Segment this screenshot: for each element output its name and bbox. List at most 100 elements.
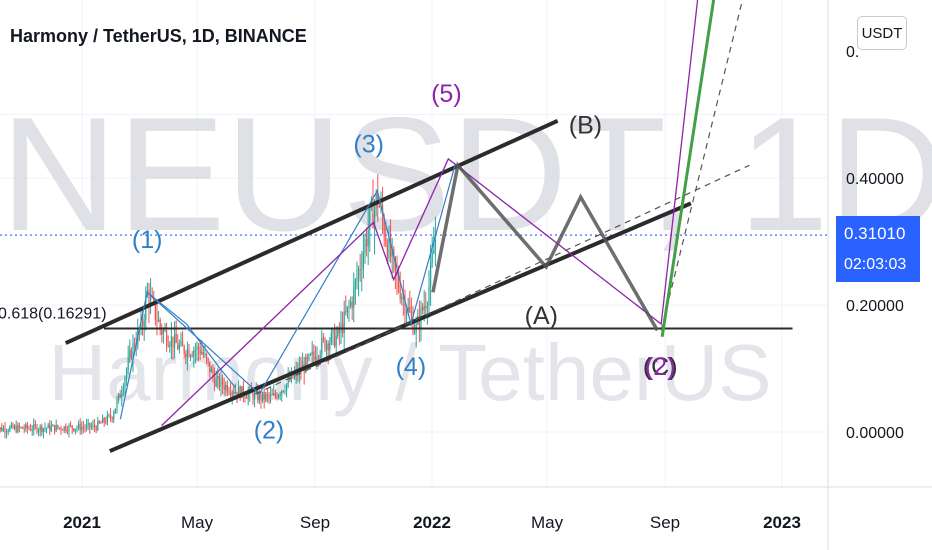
candle-body: [52, 425, 54, 427]
projection-dashed-1: [255, 164, 750, 395]
candle-body: [18, 425, 20, 428]
candle-body: [421, 307, 424, 311]
y-tick-label: 0.40000: [846, 171, 904, 188]
candle-body: [425, 306, 427, 309]
candle-body: [279, 394, 281, 396]
candle-body: [196, 346, 198, 351]
candle-body: [177, 342, 179, 350]
candle-body: [359, 269, 361, 271]
candle-body: [226, 384, 228, 393]
candle-body: [399, 288, 401, 300]
candle-body: [234, 392, 236, 394]
candle-body: [191, 355, 193, 357]
candle-body: [201, 352, 203, 354]
candle-body: [141, 318, 144, 327]
candle-body: [127, 357, 129, 370]
candle-body: [287, 377, 289, 384]
wave-purple-lines: [161, 0, 699, 427]
candle-body: [205, 353, 208, 359]
candle-body: [61, 429, 64, 431]
candle-body: [39, 426, 41, 431]
candle-body: [317, 357, 320, 359]
candle-body: [197, 346, 200, 351]
candle-body: [391, 248, 393, 257]
candle-body: [4, 428, 6, 433]
candle-body: [183, 346, 185, 354]
candle-body: [15, 426, 17, 432]
candle-body: [194, 350, 196, 352]
y-tick-label: 0.20000: [846, 298, 904, 315]
candle-body: [337, 328, 339, 337]
candle-body: [405, 311, 408, 314]
candle-body: [13, 426, 16, 429]
candle-body: [116, 399, 118, 409]
candle-body: [76, 427, 78, 429]
candle-body: [173, 333, 176, 348]
candle-body: [364, 239, 366, 254]
candle-body: [207, 358, 209, 362]
candle-body: [252, 392, 254, 400]
candle-body: [111, 417, 113, 419]
candle-body: [329, 343, 331, 351]
candle-body: [25, 424, 27, 429]
candle-body: [269, 394, 272, 397]
candle-body: [154, 301, 156, 320]
candle-body: [284, 390, 286, 392]
candle-body: [21, 427, 24, 429]
candle-body: [23, 428, 25, 430]
currency-button[interactable]: USDT: [857, 16, 907, 50]
candle-body: [169, 345, 171, 347]
chart-title: Harmony / TetherUS, 1D, BINANCE: [10, 26, 307, 46]
candle-body: [397, 276, 400, 289]
candle-body: [210, 369, 212, 373]
candle-body: [369, 207, 371, 230]
candle-body: [29, 428, 32, 431]
candle-body: [385, 237, 387, 244]
candle-body: [332, 330, 334, 333]
candle-body: [60, 427, 62, 430]
candle-body: [402, 297, 404, 299]
candle-body: [361, 268, 363, 271]
wave-label: (1): [132, 226, 163, 254]
candle-body: [378, 206, 380, 208]
candle-body: [311, 351, 313, 355]
candle-body: [372, 200, 374, 229]
candle-body: [412, 316, 414, 333]
candle-body: [314, 355, 316, 361]
bar-countdown: 02:03:03: [844, 256, 907, 273]
candle-body: [276, 395, 278, 399]
candle-body: [308, 354, 310, 359]
chart-grid: [0, 0, 828, 487]
candle-body: [388, 236, 390, 258]
candle-body: [434, 239, 436, 251]
candle-body: [239, 386, 241, 398]
candle-body: [105, 422, 107, 424]
candle-body: [121, 393, 123, 398]
candle-body: [100, 422, 102, 424]
candle-body: [17, 425, 19, 432]
candle-body: [202, 352, 204, 355]
wave-label: (A): [525, 302, 558, 330]
candle-body: [125, 369, 128, 379]
candle-body: [289, 377, 291, 381]
y-tick-label-partial: 0.: [846, 44, 859, 61]
candle-body: [348, 305, 350, 307]
x-tick-label: 2022: [413, 513, 451, 532]
candle-body: [335, 336, 337, 347]
watermark-name: Harmony / TetherUS: [48, 328, 771, 417]
candle-body: [322, 338, 324, 340]
candle-body: [257, 390, 259, 401]
candle-body: [159, 320, 161, 328]
candle-body: [349, 301, 352, 306]
candle-body: [148, 290, 150, 306]
candle-body: [101, 418, 104, 424]
candle-body: [236, 392, 238, 396]
wave-blue-lines: [119, 165, 456, 420]
candle-body: [273, 393, 275, 395]
candle-body: [153, 297, 155, 302]
candle-body: [258, 393, 260, 401]
candle-body: [180, 340, 182, 345]
channel-upper: [64, 119, 559, 345]
candle-body: [423, 306, 425, 311]
